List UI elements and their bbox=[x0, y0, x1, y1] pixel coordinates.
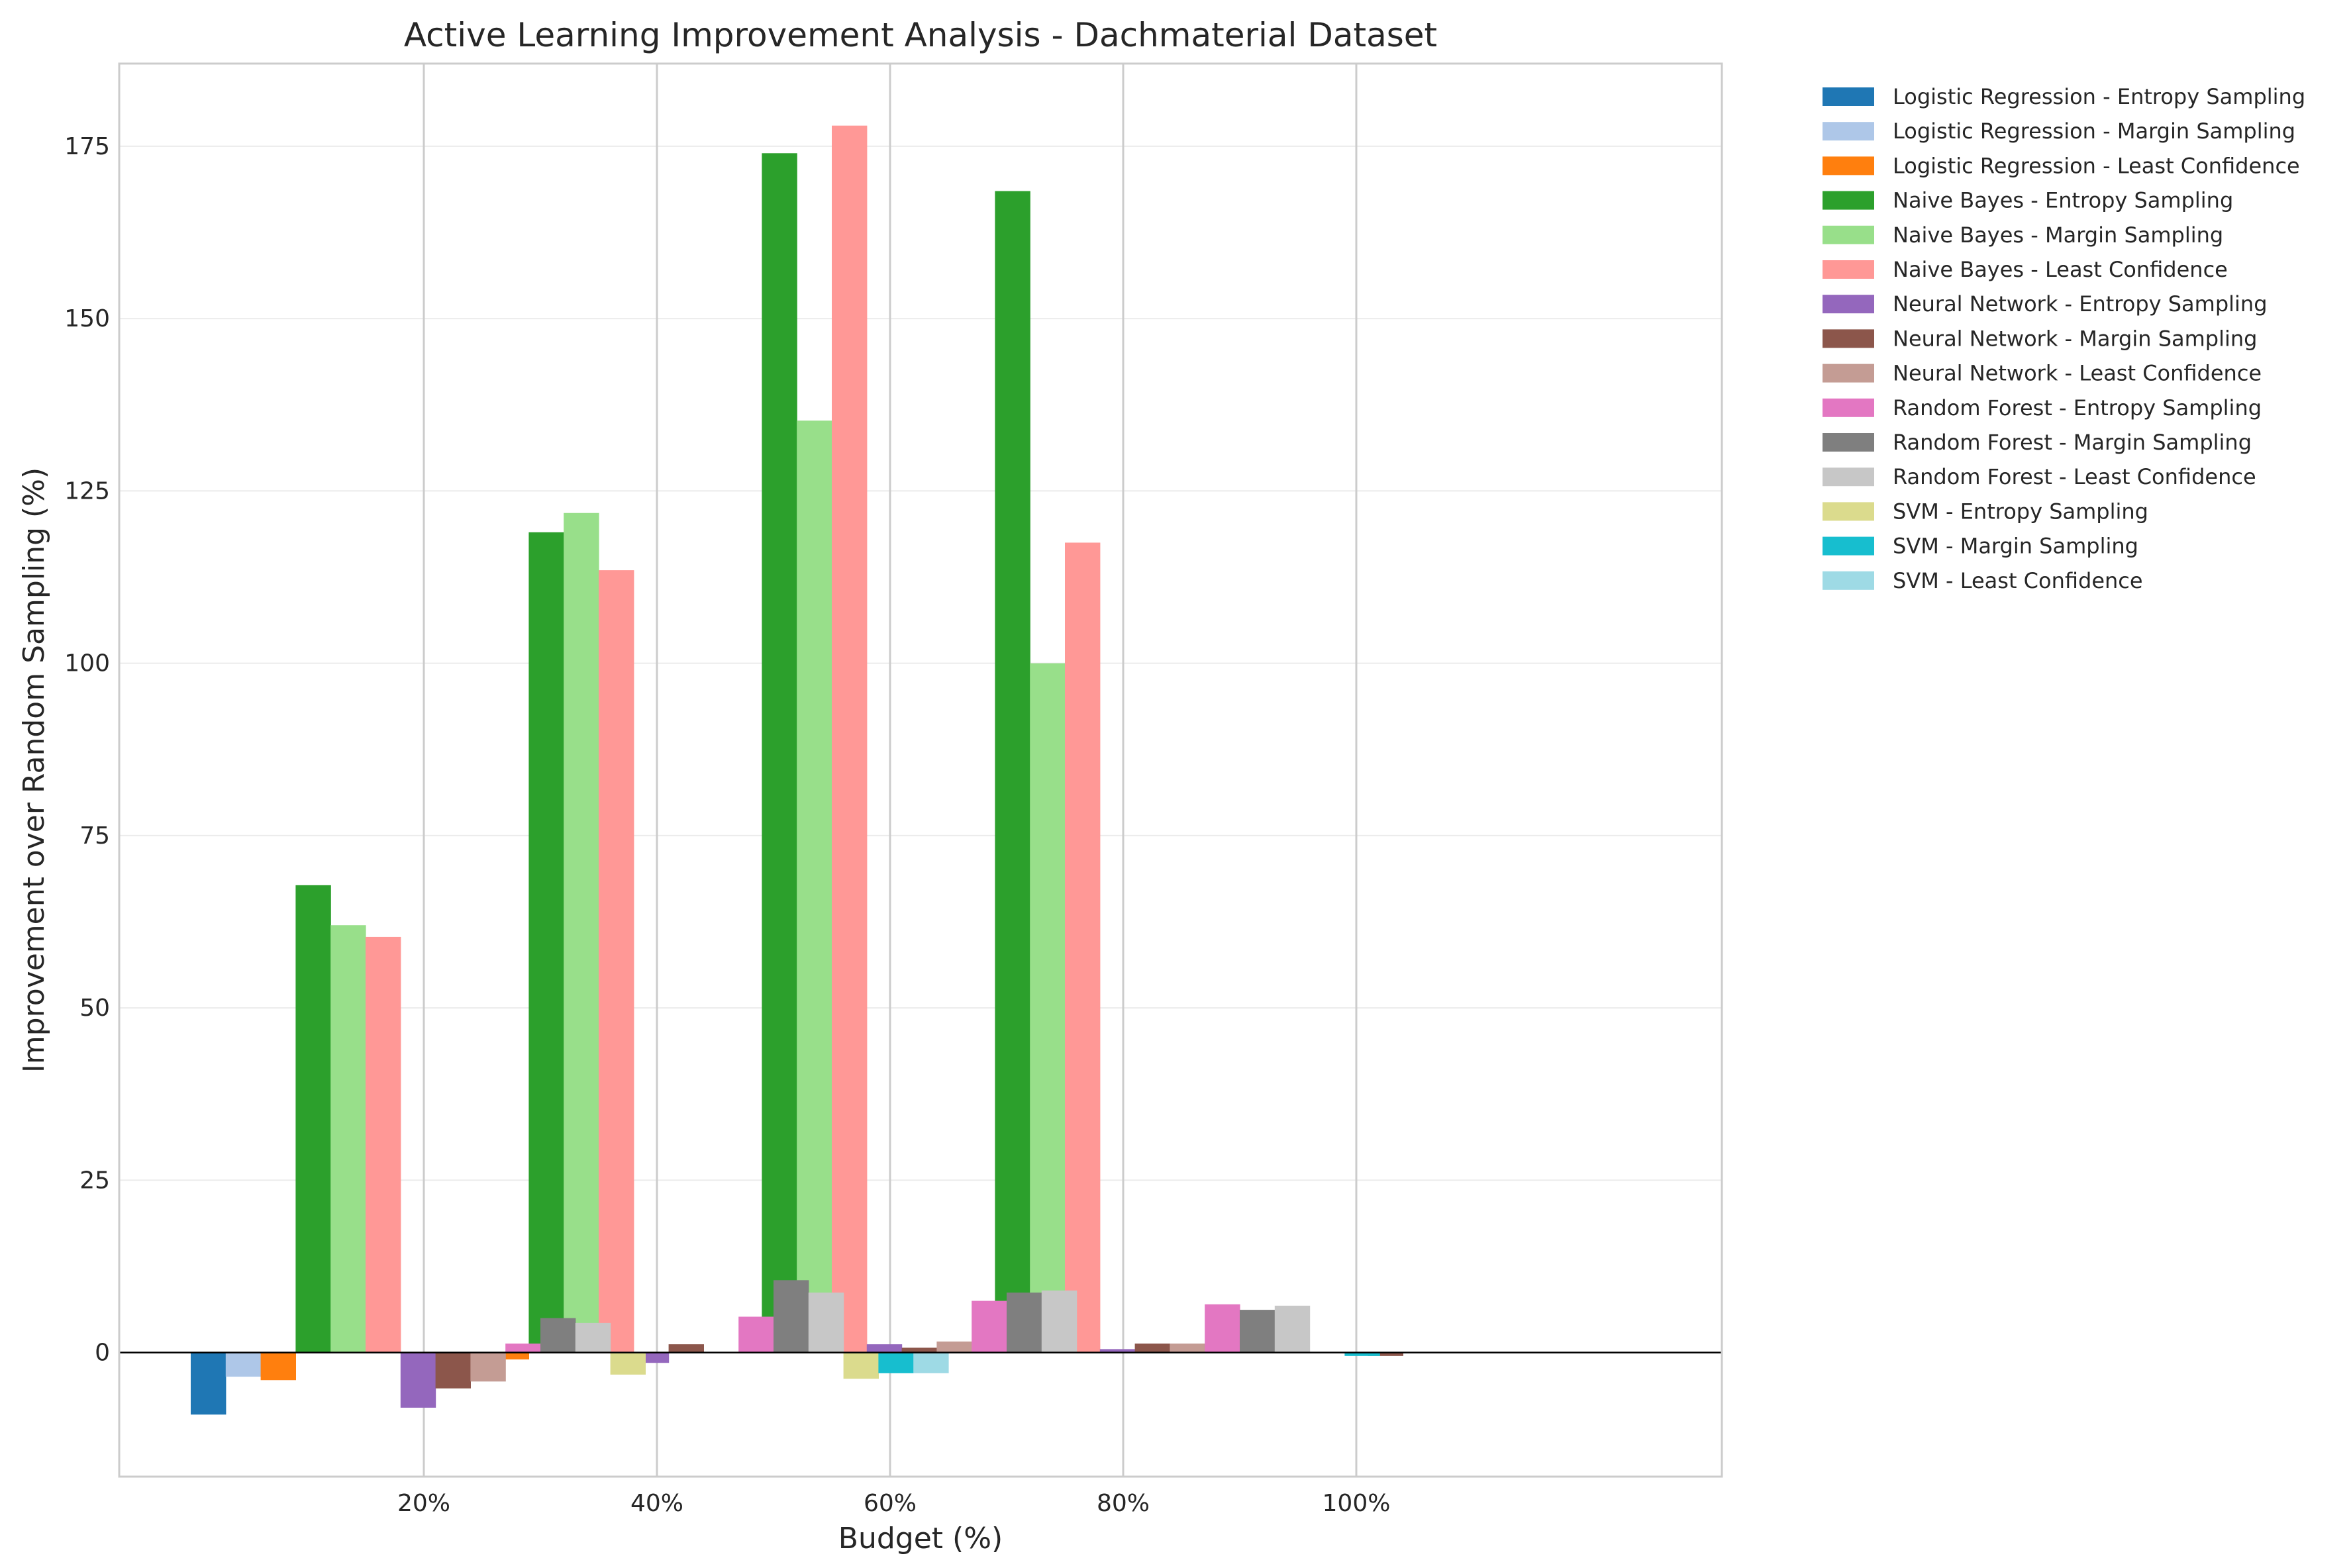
bar bbox=[1030, 663, 1066, 1353]
bar bbox=[832, 125, 868, 1353]
legend-entry: Naive Bayes - Least Confidence bbox=[1893, 257, 2228, 282]
legend-entry: SVM - Margin Sampling bbox=[1893, 534, 2138, 559]
y-tick-label: 25 bbox=[79, 1167, 110, 1194]
bar bbox=[1099, 1349, 1136, 1353]
legend-swatch bbox=[1823, 225, 1874, 244]
bar bbox=[505, 1344, 541, 1353]
gridlines bbox=[119, 64, 1722, 1477]
bar bbox=[995, 191, 1030, 1353]
bar bbox=[878, 1352, 914, 1373]
legend-swatch bbox=[1823, 467, 1874, 487]
bar bbox=[866, 1344, 903, 1353]
legend-swatch bbox=[1823, 502, 1874, 521]
bar bbox=[400, 1352, 436, 1408]
x-tick-label: 80% bbox=[1097, 1490, 1150, 1517]
legend-swatch bbox=[1823, 329, 1874, 348]
bar bbox=[1368, 1352, 1403, 1356]
bar bbox=[435, 1352, 471, 1389]
y-tick-label: 75 bbox=[79, 822, 110, 850]
legend-swatch bbox=[1823, 571, 1874, 590]
legend-swatch bbox=[1823, 191, 1874, 210]
legend-entry: Naive Bayes - Entropy Sampling bbox=[1893, 188, 2233, 213]
x-tick-label: 100% bbox=[1323, 1490, 1391, 1517]
y-axis-ticks: 0 25 50 75 100 125 150 175 bbox=[64, 133, 110, 1367]
bar bbox=[808, 1293, 844, 1353]
bar bbox=[762, 153, 797, 1353]
legend: Logistic Regression - Entropy Sampling Lo… bbox=[1823, 84, 2305, 593]
legend-swatch bbox=[1823, 433, 1874, 452]
legend-entry: Neural Network - Least Confidence bbox=[1893, 361, 2262, 386]
x-tick-label: 40% bbox=[630, 1490, 683, 1517]
bar bbox=[913, 1352, 949, 1373]
bar bbox=[797, 420, 832, 1353]
bar bbox=[564, 513, 599, 1353]
y-axis-label: Improvement over Random Sampling (%) bbox=[17, 467, 51, 1073]
bar bbox=[1065, 542, 1101, 1353]
legend-entry: SVM - Least Confidence bbox=[1893, 568, 2143, 593]
bar bbox=[1041, 1290, 1077, 1353]
bar bbox=[330, 925, 366, 1353]
bar bbox=[1007, 1293, 1042, 1353]
bar bbox=[843, 1352, 879, 1379]
legend-entry: Neural Network - Entropy Sampling bbox=[1893, 291, 2268, 317]
bar bbox=[738, 1316, 774, 1353]
bar bbox=[295, 885, 331, 1353]
bar bbox=[575, 1322, 611, 1353]
legend-swatch bbox=[1823, 156, 1874, 175]
plot-area bbox=[118, 62, 1723, 1478]
bar bbox=[225, 1352, 262, 1377]
plot-frame bbox=[118, 62, 1723, 1478]
bar bbox=[901, 1348, 937, 1353]
legend-entry: Logistic Regression - Entropy Sampling bbox=[1893, 84, 2305, 109]
legend-entry: Random Forest - Entropy Sampling bbox=[1893, 395, 2262, 420]
bar bbox=[1240, 1310, 1276, 1353]
legend-entry: Random Forest - Least Confidence bbox=[1893, 464, 2256, 489]
legend-entry: Neural Network - Margin Sampling bbox=[1893, 326, 2257, 351]
y-tick-label: 125 bbox=[64, 477, 110, 505]
legend-entry: Random Forest - Margin Sampling bbox=[1893, 430, 2252, 455]
bar bbox=[972, 1300, 1007, 1353]
y-tick-label: 0 bbox=[95, 1340, 110, 1367]
legend-entry: Naive Bayes - Margin Sampling bbox=[1893, 222, 2223, 248]
x-axis-ticks: 20% 40% 60% 80% 100% bbox=[397, 1490, 1390, 1517]
legend-swatch bbox=[1823, 536, 1874, 556]
legend-swatch bbox=[1823, 87, 1874, 106]
chart-title: Active Learning Improvement Analysis - D… bbox=[404, 16, 1437, 54]
bar bbox=[668, 1344, 704, 1353]
bar bbox=[774, 1280, 809, 1353]
y-tick-label: 100 bbox=[64, 650, 110, 677]
legend-swatch bbox=[1823, 398, 1874, 417]
bar bbox=[610, 1352, 646, 1375]
bars bbox=[191, 125, 1403, 1415]
legend-swatch bbox=[1823, 260, 1874, 279]
y-tick-label: 150 bbox=[64, 305, 110, 332]
bar bbox=[366, 936, 401, 1353]
bar bbox=[493, 1352, 529, 1360]
x-axis-label: Budget (%) bbox=[838, 1522, 1003, 1555]
bar bbox=[1344, 1352, 1380, 1356]
bar bbox=[528, 532, 564, 1353]
legend-swatch bbox=[1823, 122, 1874, 141]
x-tick-label: 20% bbox=[397, 1490, 450, 1517]
bar bbox=[1170, 1344, 1205, 1353]
y-tick-label: 175 bbox=[64, 133, 110, 160]
legend-swatch bbox=[1823, 364, 1874, 383]
bar bbox=[260, 1352, 296, 1381]
y-tick-label: 50 bbox=[79, 995, 110, 1022]
legend-swatch bbox=[1823, 295, 1874, 314]
bar bbox=[191, 1352, 226, 1415]
bar bbox=[1274, 1305, 1311, 1353]
bar bbox=[1134, 1344, 1170, 1353]
bar bbox=[599, 570, 634, 1353]
bar bbox=[470, 1352, 506, 1382]
bar bbox=[1205, 1304, 1240, 1353]
bar bbox=[936, 1341, 972, 1353]
bar bbox=[540, 1318, 576, 1353]
x-tick-label: 60% bbox=[864, 1490, 917, 1517]
legend-entry: Logistic Regression - Least Confidence bbox=[1893, 153, 2300, 178]
legend-entry: Logistic Regression - Margin Sampling bbox=[1893, 119, 2295, 144]
legend-entry: SVM - Entropy Sampling bbox=[1893, 499, 2148, 524]
